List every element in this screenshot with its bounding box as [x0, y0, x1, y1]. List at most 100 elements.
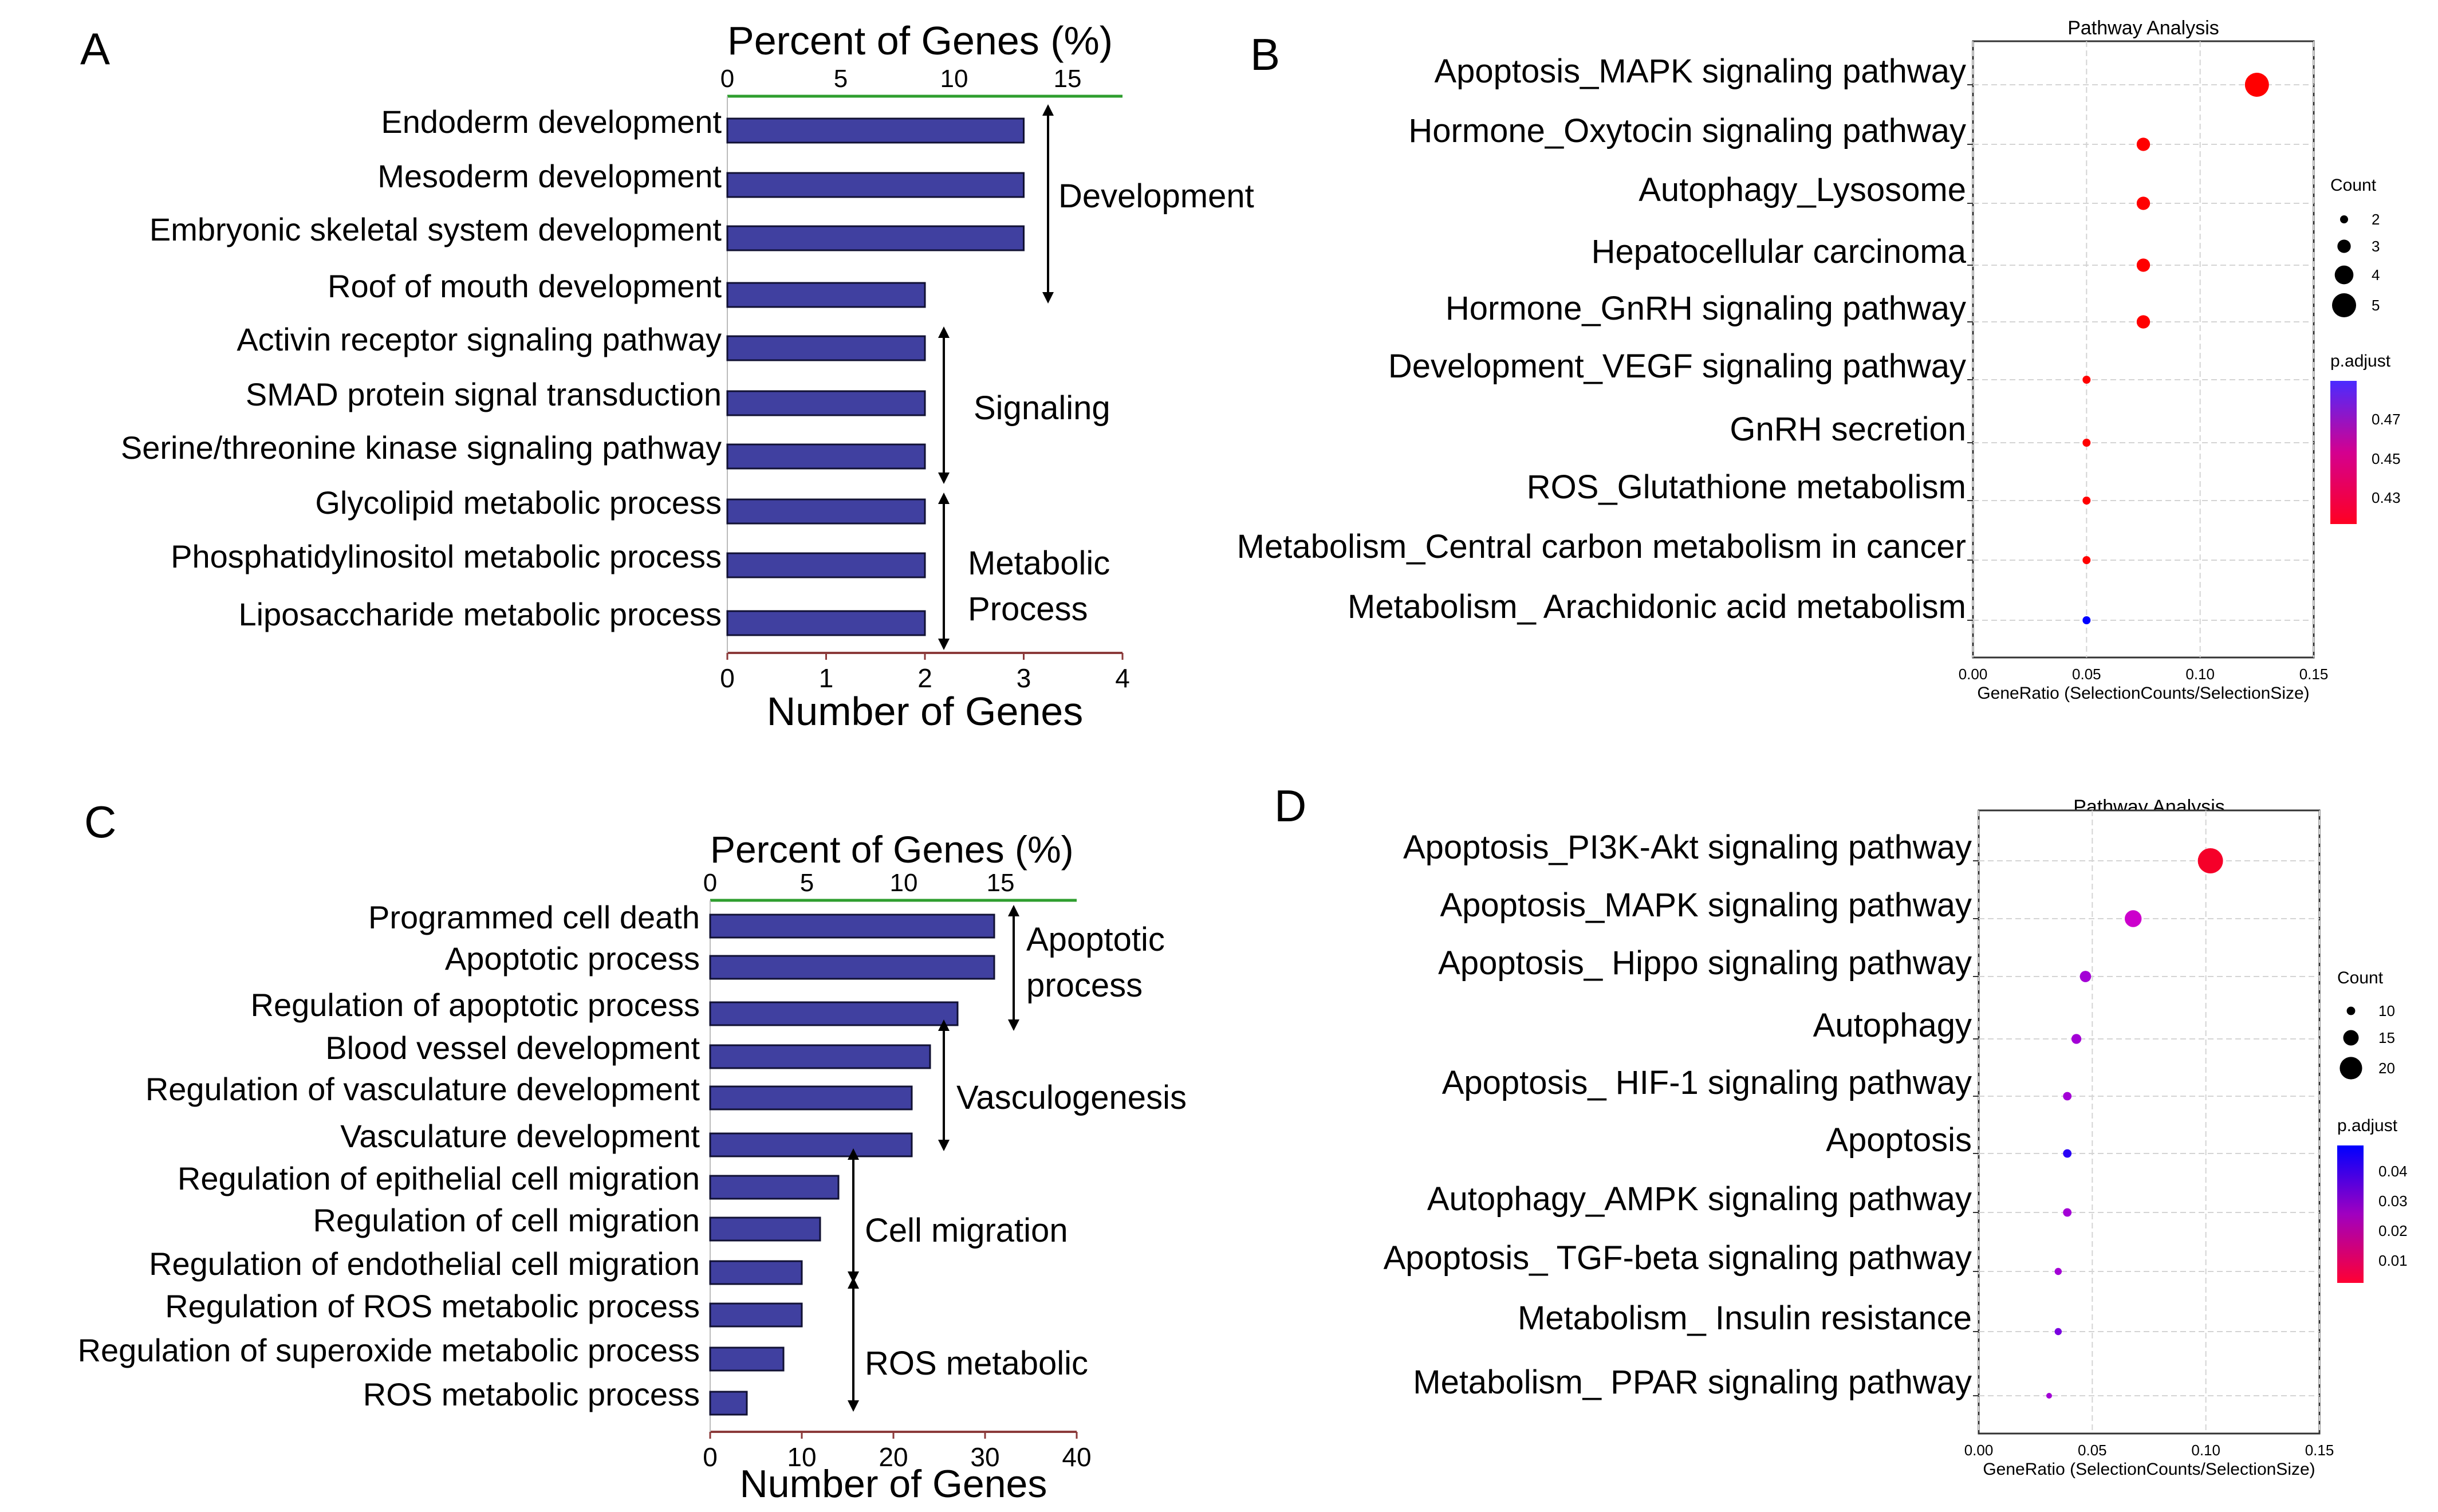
bar-label-a: Endoderm development: [381, 104, 722, 140]
bar-c: [709, 1085, 913, 1111]
pathway-label-b: ROS_Glutathione metabolism: [1527, 468, 1966, 506]
pathway-label-d: Apoptosis_PI3K-Akt signaling pathway: [1403, 829, 1972, 866]
bar-c: [709, 1391, 748, 1416]
x-tick-d: 0.00: [1964, 1442, 1994, 1459]
padj-legend-tick-b: 0.45: [2372, 450, 2401, 467]
bar-label-c: Regulation of cell migration: [313, 1202, 700, 1238]
padj-colorbar-b: [2330, 381, 2357, 524]
padj-legend-title-d: p.adjust: [2337, 1116, 2398, 1135]
group-label-c: process: [1026, 967, 1143, 1004]
bar-label-a: Glycolipid metabolic process: [315, 485, 722, 521]
x-axis-title-a: Number of Genes: [767, 689, 1083, 734]
panel-label-b: B: [1250, 29, 1280, 80]
pathway-label-b: Autophagy_Lysosome: [1639, 171, 1966, 208]
padj-legend-tick-d: 0.04: [2378, 1163, 2408, 1180]
padj-legend-title-b: p.adjust: [2330, 352, 2391, 371]
count-legend-dot-d: [2339, 1057, 2362, 1080]
count-legend-value-d: 10: [2378, 1002, 2395, 1019]
pathway-label-d: Autophagy: [1813, 1007, 1972, 1044]
bar-c: [709, 1216, 821, 1242]
bar-c: [709, 1175, 840, 1200]
bar-label-a: Liposaccharide metabolic process: [238, 596, 722, 632]
panel-c-bar-chart: Percent of Genes (%)0 5 10 150 10 20 30 40Numbe…: [78, 828, 1187, 1506]
data-point-d: [2063, 1208, 2072, 1217]
x-tick-d: 0.10: [2191, 1442, 2220, 1459]
count-legend-value-b: 4: [2372, 266, 2380, 284]
data-point-b: [2082, 439, 2091, 447]
padj-colorbar-d: [2337, 1145, 2364, 1283]
x-axis-title-d: GeneRatio (SelectionCounts/SelectionSize…: [1983, 1460, 2315, 1479]
data-point-b: [2082, 616, 2091, 624]
data-point-d: [2071, 1034, 2082, 1044]
bottom-tick-c: 40: [1062, 1442, 1091, 1472]
group-label-c: Vasculogenesis: [956, 1079, 1187, 1116]
data-point-b: [2082, 556, 2091, 564]
x-tick-b: 0.05: [2072, 666, 2101, 683]
bottom-tick-a: 1: [819, 663, 834, 693]
plot-title-b: Pathway Analysis: [2067, 17, 2219, 39]
padj-legend-tick-d: 0.03: [2378, 1192, 2408, 1210]
pathway-label-d: Autophagy_AMPK signaling pathway: [1427, 1180, 1972, 1218]
count-legend-title-d: Count: [2337, 968, 2384, 987]
pathway-label-b: Apoptosis_MAPK signaling pathway: [1434, 53, 1966, 90]
bottom-tick-a: 4: [1115, 663, 1130, 693]
bar-a: [726, 172, 1025, 198]
bar-a: [726, 225, 1025, 251]
pathway-label-d: Apoptosis_MAPK signaling pathway: [1440, 887, 1972, 924]
bar-a: [726, 117, 1025, 144]
x-tick-d: 0.15: [2305, 1442, 2334, 1459]
pathway-label-d: Metabolism_ Insulin resistance: [1518, 1300, 1972, 1337]
data-point-b: [2136, 137, 2151, 151]
bar-label-c: Regulation of superoxide metabolic proce…: [78, 1332, 700, 1368]
x-axis-title-b: GeneRatio (SelectionCounts/SelectionSize…: [1977, 684, 2309, 703]
count-legend-value-b: 2: [2372, 211, 2380, 228]
bar-c: [709, 1044, 931, 1069]
x-axis-title-c: Number of Genes: [740, 1462, 1047, 1506]
bar-label-a: Serine/threonine kinase signaling pathwa…: [121, 430, 722, 466]
bar-label-c: Blood vessel development: [325, 1030, 700, 1066]
bar-a: [726, 610, 926, 636]
panel-b-dot-plot: Pathway Analysis 0.00 0.05 0.10 0.15GeneRati…: [1237, 17, 2401, 703]
pathway-label-d: Apoptosis_ TGF-beta signaling pathway: [1384, 1239, 1972, 1277]
bar-c: [709, 1001, 959, 1026]
panel-label-d: D: [1274, 781, 1306, 831]
data-point-b: [2136, 196, 2151, 210]
padj-legend-tick-b: 0.43: [2372, 489, 2401, 506]
bottom-tick-a: 0: [720, 663, 735, 693]
x-tick-d: 0.05: [2078, 1442, 2107, 1459]
top-tick-a: 0: [720, 65, 734, 93]
group-label-c: ROS metabolic: [865, 1345, 1088, 1382]
group-label-a: Development: [1058, 178, 1254, 215]
pathway-label-b: Hepatocellular carcinoma: [1592, 233, 1967, 270]
plot-frame-d: [1978, 809, 2321, 1435]
top-tick-a: 15: [1054, 65, 1082, 93]
bar-label-a: Mesoderm development: [377, 158, 722, 194]
data-point-d: [2054, 1328, 2062, 1336]
bar-label-a: SMAD protein signal transduction: [246, 376, 722, 412]
group-label-c: Cell migration: [865, 1212, 1068, 1249]
bottom-tick-c: 10: [787, 1442, 816, 1472]
bar-c: [709, 914, 995, 939]
top-tick-a: 5: [834, 65, 848, 93]
top-tick-c: 5: [800, 869, 814, 897]
count-legend-dot-d: [2346, 1006, 2356, 1015]
bar-label-c: Vasculature development: [340, 1118, 700, 1154]
count-legend-dot-b: [2334, 265, 2354, 285]
pathway-label-b: Hormone_GnRH signaling pathway: [1446, 290, 1966, 327]
padj-legend-tick-b: 0.47: [2372, 411, 2401, 428]
data-point-d: [2054, 1267, 2062, 1275]
panel-label-c: C: [84, 797, 116, 847]
bar-a: [726, 498, 926, 525]
data-point-b: [2136, 315, 2151, 329]
bar-a: [726, 335, 926, 361]
bottom-tick-c: 20: [879, 1442, 908, 1472]
bar-label-c: Regulation of endothelial cell migration: [149, 1246, 700, 1282]
count-legend-dot-b: [2337, 239, 2351, 253]
bottom-tick-a: 2: [917, 663, 932, 693]
top-axis-title-a: Percent of Genes (%): [727, 18, 1113, 63]
bar-c: [709, 1132, 913, 1157]
bar-label-a: Roof of mouth development: [328, 268, 722, 304]
top-tick-c: 10: [890, 869, 918, 897]
pathway-label-d: Apoptosis_ HIF-1 signaling pathway: [1442, 1064, 1972, 1101]
